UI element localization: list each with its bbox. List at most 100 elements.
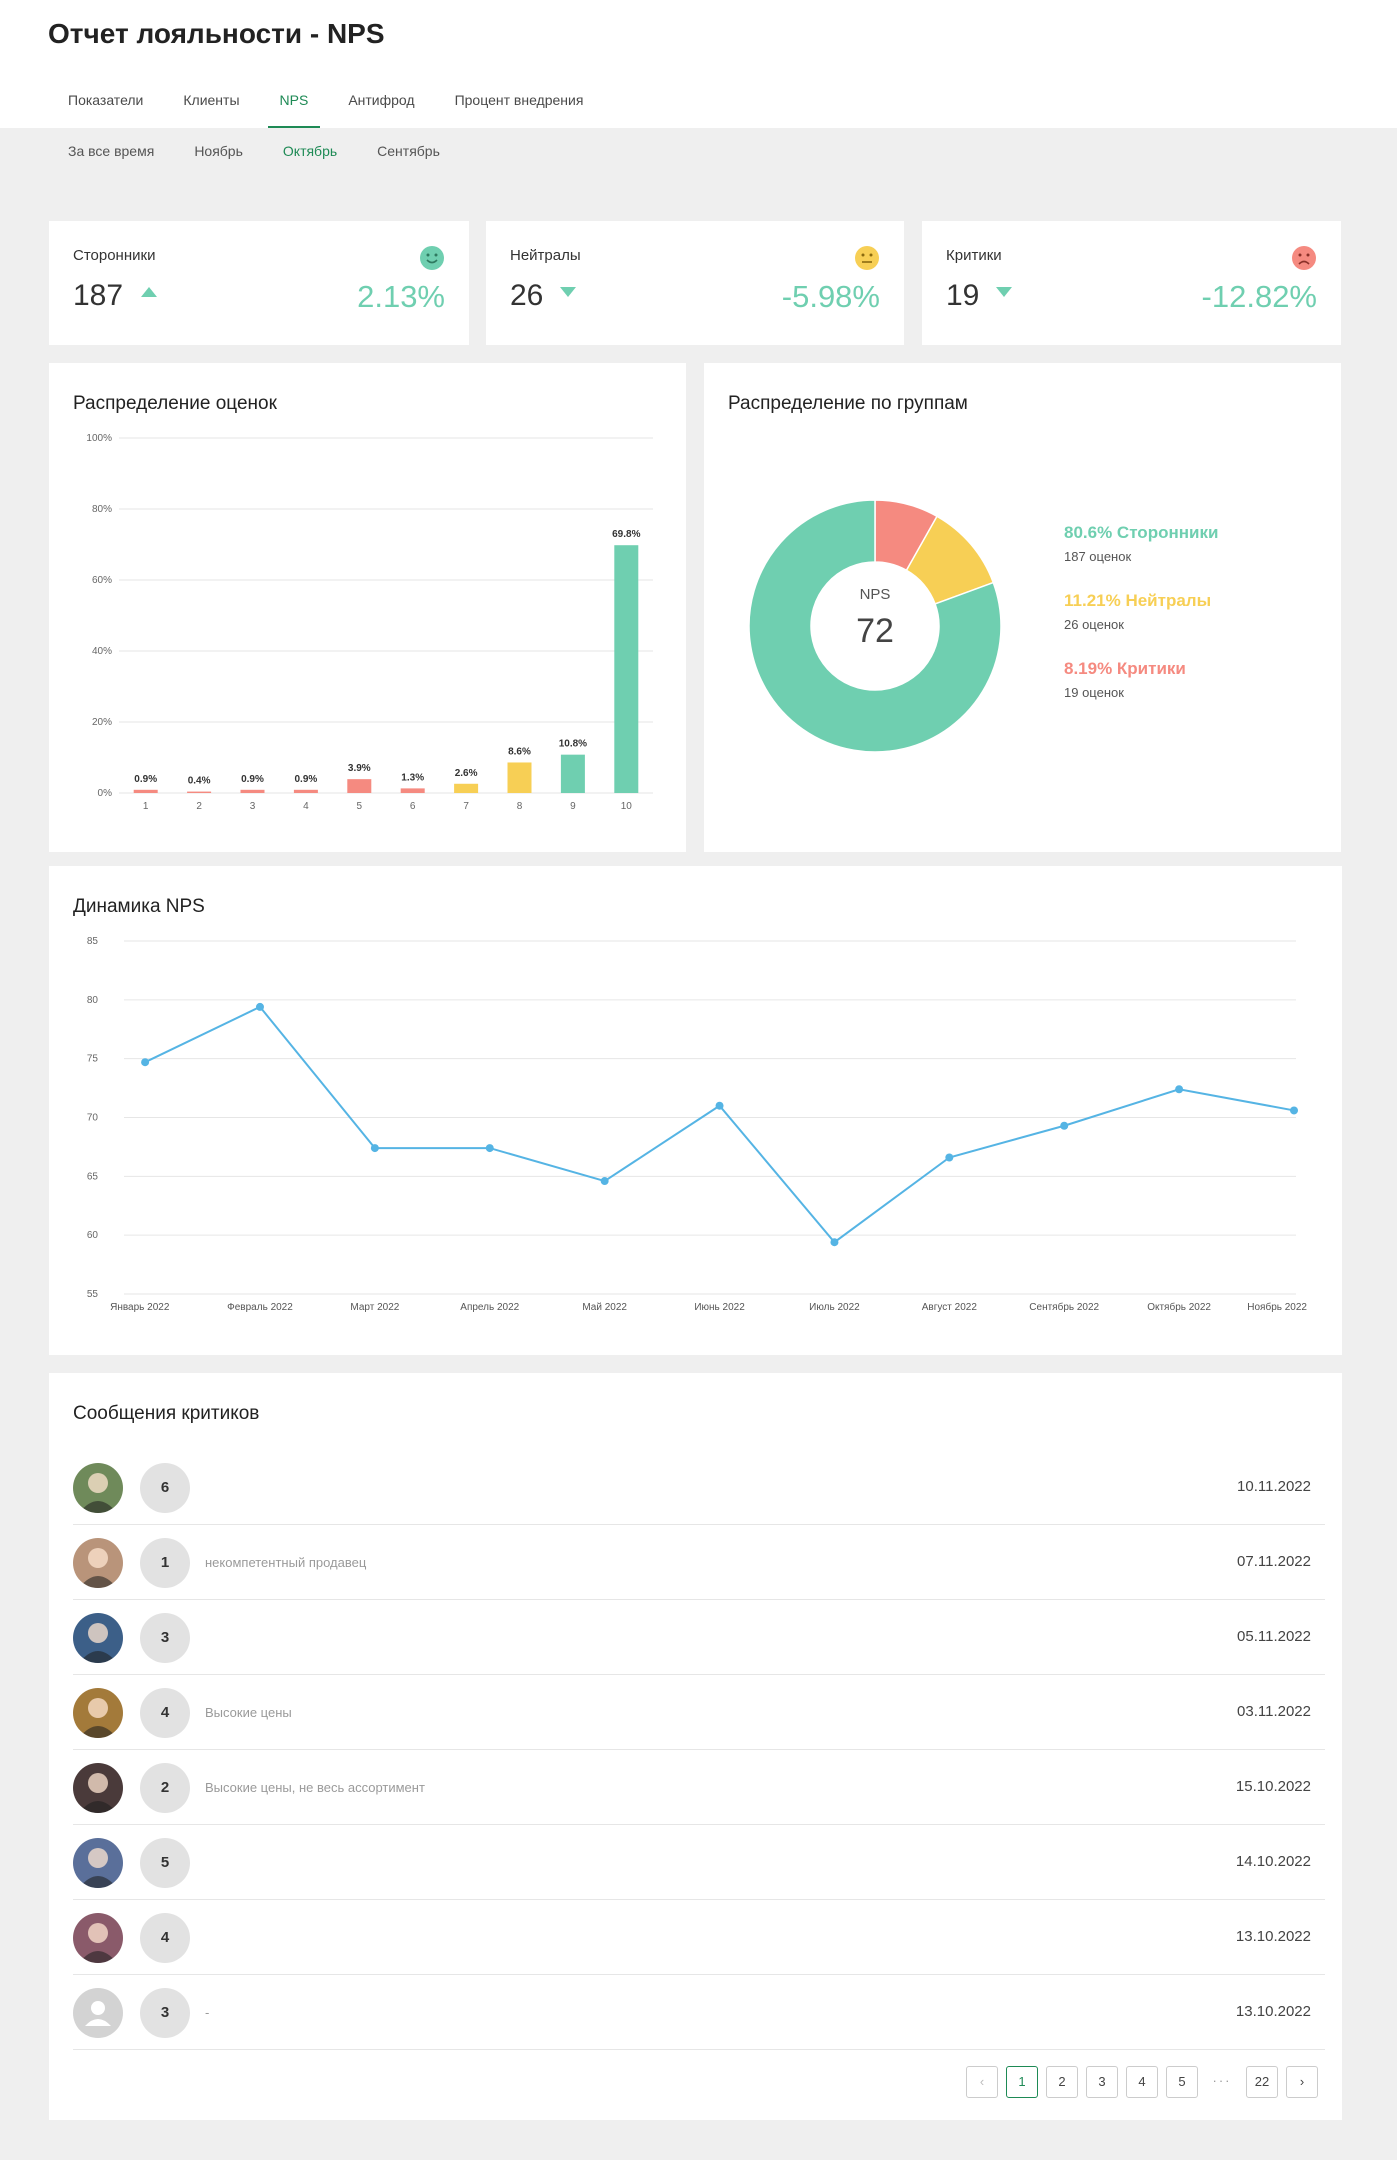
x-tick-label: 2 xyxy=(196,801,202,812)
nps-point xyxy=(255,1002,264,1011)
critic-score: 1 xyxy=(140,1538,190,1588)
avatar xyxy=(73,1913,123,1963)
y-tick-label: 40% xyxy=(92,646,112,657)
x-tick-label: Сентябрь 2022 xyxy=(1029,1301,1099,1313)
x-tick-label: 5 xyxy=(357,801,363,812)
critic-date: 13.10.2022 xyxy=(1235,2003,1311,2020)
user-icon xyxy=(85,2001,111,2026)
critic-message-row[interactable]: 4 13.10.2022 xyxy=(73,1900,1325,1975)
donut-center-value: 72 xyxy=(856,612,894,650)
legend-pct: 8.19% Критики xyxy=(1064,659,1186,678)
neutral-face-icon xyxy=(855,246,879,270)
critic-message-row[interactable]: 2 Высокие цены, не весь ассортимент 15.10.… xyxy=(73,1750,1325,1825)
x-tick-label: Июнь 2022 xyxy=(694,1302,745,1313)
x-tick-label: 1 xyxy=(143,801,149,812)
kpi-value: 187 xyxy=(73,279,124,312)
critics-card: Сообщения критиков 6 10.11.2022 1 некомпете… xyxy=(49,1373,1342,2120)
x-tick-label: 6 xyxy=(410,801,416,812)
avatar xyxy=(73,1838,123,1888)
kpi-label: Критики xyxy=(946,247,1002,264)
tab-adoption-rate[interactable]: Процент внедрения xyxy=(454,92,584,108)
kpi-label: Нейтралы xyxy=(510,247,581,264)
nps-trend-card: Динамика NPS 55 60 65 70 75 80 85 Январь 2022 Фе… xyxy=(49,866,1342,1355)
pagination: ‹ 1 2 3 4 5 ··· 22 › xyxy=(958,2066,1318,2098)
critic-score: 3 xyxy=(140,1988,190,2038)
prev-page-button[interactable]: ‹ xyxy=(966,2066,998,2098)
kpi-value: 19 xyxy=(946,279,980,312)
bar xyxy=(187,791,212,793)
page-button[interactable]: 3 xyxy=(1086,2066,1118,2098)
critic-message-row[interactable]: 5 14.10.2022 xyxy=(73,1825,1325,1900)
legend-detractors: 8.19% Критики 19 оценок xyxy=(1064,659,1186,700)
nps-trend-chart: 55 60 65 70 75 80 85 Январь 2022 Февраль 2022 Мар… xyxy=(87,936,1308,1313)
y-tick-label: 80% xyxy=(92,504,112,515)
critic-date: 14.10.2022 xyxy=(1235,1853,1311,1870)
period-all-time[interactable]: За все время xyxy=(68,143,155,159)
critic-message-row[interactable]: 1 некомпетентный продавец 07.11.2022 xyxy=(73,1525,1325,1600)
bar xyxy=(133,789,158,793)
y-tick-label: 0% xyxy=(98,788,113,799)
page-button[interactable]: 4 xyxy=(1126,2066,1158,2098)
period-september[interactable]: Сентябрь xyxy=(377,143,440,159)
critic-date: 07.11.2022 xyxy=(1237,1553,1311,1570)
bar xyxy=(560,754,585,793)
critic-score: 3 xyxy=(140,1613,190,1663)
score-distribution-chart: 0% 20% 40% 60% 80% 100% 0.9% 1 0.4% 2 0.9% 3 0.9% 4 3.… xyxy=(86,433,653,812)
y-tick-label: 60% xyxy=(92,575,112,586)
nps-point xyxy=(1175,1085,1184,1094)
nps-point xyxy=(370,1144,379,1153)
bar xyxy=(400,788,425,793)
critic-message: Высокие цены, не весь ассортимент xyxy=(205,1780,425,1795)
critic-message-row[interactable]: 3- 13.10.2022 xyxy=(73,1975,1325,2050)
critic-message: некомпетентный продавец xyxy=(205,1555,367,1570)
bar-value-label: 3.9% xyxy=(348,763,371,774)
legend-neutrals: 11.21% Нейтралы 26 оценок xyxy=(1064,591,1211,632)
last-page-button[interactable]: 22 xyxy=(1246,2066,1278,2098)
x-tick-label: Январь 2022 xyxy=(110,1302,170,1313)
nps-point xyxy=(141,1058,150,1067)
x-tick-label: 8 xyxy=(517,801,523,812)
next-page-button[interactable]: › xyxy=(1286,2066,1318,2098)
x-tick-label: Август 2022 xyxy=(922,1302,978,1313)
page-button[interactable]: 5 xyxy=(1166,2066,1198,2098)
avatar xyxy=(73,1538,123,1588)
tab-antifraud[interactable]: Антифрод xyxy=(348,92,415,108)
period-tabs: За все время Ноябрь Октябрь Сентябрь xyxy=(48,128,460,178)
critic-message: Высокие цены xyxy=(205,1705,292,1720)
legend-count: 187 оценок xyxy=(1064,549,1132,564)
critic-message-row[interactable]: 4 Высокие цены 03.11.2022 xyxy=(73,1675,1325,1750)
kpi-card-promoters: Сторонники 187 2.13% xyxy=(49,221,469,345)
critic-message-row[interactable]: 3 05.11.2022 xyxy=(73,1600,1325,1675)
bar xyxy=(240,789,265,793)
trend-down-icon xyxy=(996,287,1012,297)
bar-value-label: 0.9% xyxy=(241,774,264,785)
critic-date: 03.11.2022 xyxy=(1237,1703,1311,1720)
avatar xyxy=(73,1463,123,1513)
kpi-percent: 2.13% xyxy=(357,279,445,314)
x-tick-label: Февраль 2022 xyxy=(227,1302,293,1313)
critic-score: 2 xyxy=(140,1763,190,1813)
y-tick-label: 65 xyxy=(87,1171,99,1182)
critic-score: 6 xyxy=(140,1463,190,1513)
bar xyxy=(347,779,372,793)
x-tick-label: 4 xyxy=(303,801,309,812)
critic-score: 5 xyxy=(140,1838,190,1888)
x-tick-label: 7 xyxy=(463,801,469,812)
smile-icon xyxy=(420,246,444,270)
avatar xyxy=(73,1763,123,1813)
page-button[interactable]: 1 xyxy=(1006,2066,1038,2098)
period-november[interactable]: Ноябрь xyxy=(194,143,243,159)
kpi-percent: -12.82% xyxy=(1201,279,1317,314)
page-button[interactable]: 2 xyxy=(1046,2066,1078,2098)
x-tick-label: Март 2022 xyxy=(350,1302,399,1313)
tab-clients[interactable]: Клиенты xyxy=(183,92,240,108)
tab-nps[interactable]: NPS xyxy=(260,80,329,128)
critic-message-row[interactable]: 6 10.11.2022 xyxy=(73,1450,1325,1525)
y-tick-label: 85 xyxy=(87,936,99,947)
header: Отчет лояльности - NPS Показатели Клиент… xyxy=(0,0,1397,128)
tab-indicators[interactable]: Показатели xyxy=(68,92,144,108)
bar xyxy=(614,545,639,793)
critic-score: 4 xyxy=(140,1688,190,1738)
critic-date: 05.11.2022 xyxy=(1237,1628,1311,1645)
period-october[interactable]: Октябрь xyxy=(282,143,338,159)
